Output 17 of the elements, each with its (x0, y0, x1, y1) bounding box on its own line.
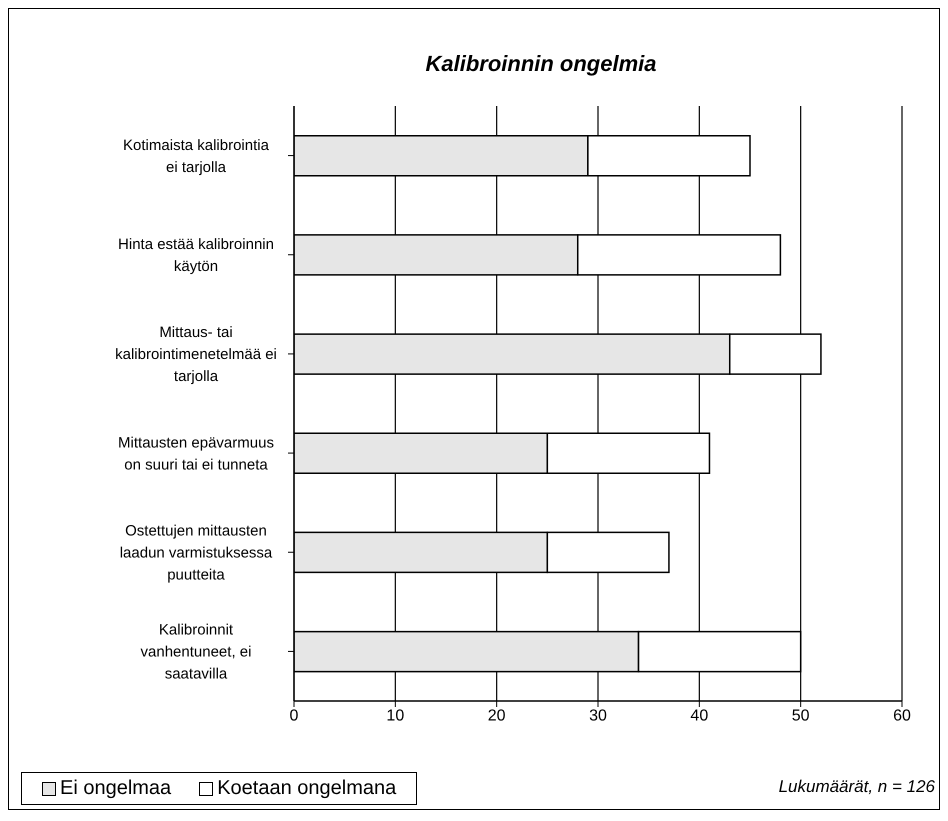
x-tick-label: 10 (386, 707, 404, 724)
x-tick-label: 0 (290, 707, 299, 724)
y-tick-label: Hinta estää kalibroinnin käytön (118, 236, 274, 275)
y-tick-label: Kotimaista kalibrointia ei tarjolla (123, 136, 270, 176)
x-tick-label: 50 (792, 707, 810, 724)
x-tick-label: 20 (488, 707, 506, 724)
x-tick-label: 40 (690, 707, 708, 724)
legend-label: Ei ongelmaa (60, 777, 172, 800)
chart-title: Kalibroinnin ongelmia (424, 51, 658, 77)
y-tick-label: Mittaus- tai kalibrointimenetelmää ei tarjolla (115, 324, 277, 386)
legend-label: Koetaan ongelmana (217, 777, 396, 800)
y-tick-label: Mittausten epävarmuus on suuri tai ei tunneta (118, 434, 274, 474)
y-tick-label: Kalibroinnit vanhentuneet, ei saatavilla (140, 622, 252, 683)
x-tick-label: 60 (893, 707, 911, 724)
text: Lukumäärät, n = 126 (778, 777, 935, 797)
x-tick-label: 30 (589, 707, 607, 724)
y-tick-label: Ostettujen mittausten laadun varmistuksessa puutteita (120, 522, 273, 584)
